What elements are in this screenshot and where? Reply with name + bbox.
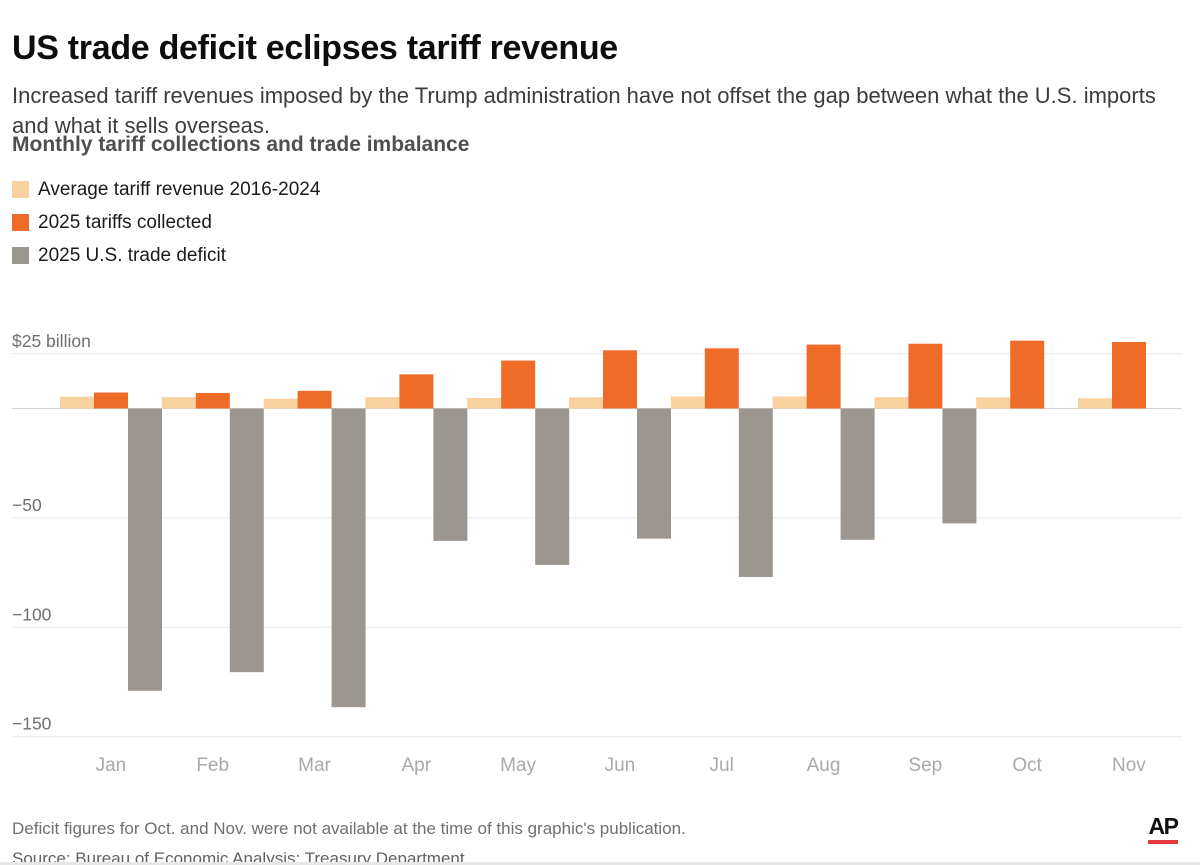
chart-subtitle: Increased tariff revenues imposed by the… xyxy=(12,83,1156,138)
bar-tariffs_collected_2025-jan xyxy=(94,392,128,409)
source-attribution: Source: Bureau of Economic Analysis; Tre… xyxy=(12,849,465,865)
ap-logo: AP xyxy=(1146,814,1180,844)
bar-average_tariff_revenue_2016_2024-oct xyxy=(976,397,1011,409)
bar-average_tariff_revenue_2016_2024-jan xyxy=(60,396,94,409)
bar-tariffs_collected_2025-jun xyxy=(603,350,637,409)
chart-title: US trade deficit eclipses tariff revenue xyxy=(12,28,618,67)
legend-item-2025-trade-deficit: 2025 U.S. trade deficit xyxy=(12,244,320,266)
bar-average_tariff_revenue_2016_2024-feb xyxy=(161,397,196,409)
x-axis-label: Jun xyxy=(605,755,636,776)
bar-average_tariff_revenue_2016_2024-nov xyxy=(1078,398,1112,409)
legend-item-2025-tariffs-collected: 2025 tariffs collected xyxy=(12,211,320,233)
chart-legend: Average tariff revenue 2016-2024 2025 ta… xyxy=(12,178,321,280)
bar-tariffs_collected_2025-nov xyxy=(1112,341,1146,409)
bar-average_tariff_revenue_2016_2024-apr xyxy=(365,397,400,409)
x-axis-label: Mar xyxy=(298,755,331,776)
bar-trade_deficit_2025-aug xyxy=(840,408,875,540)
y-axis-label: −100 xyxy=(12,604,52,624)
x-axis-label: Jul xyxy=(710,755,734,776)
bar-tariffs_collected_2025-sep xyxy=(908,343,943,409)
legend-item-average-tariff-revenue: Average tariff revenue 2016-2024 xyxy=(12,178,321,200)
bar-trade_deficit_2025-apr xyxy=(433,408,468,541)
x-axis-label: May xyxy=(500,755,536,776)
x-axis-label: Oct xyxy=(1012,755,1042,776)
bar-chart: $25 billion −50 −100 −150 Jan Feb Mar Apr May Jun… xyxy=(12,331,1182,776)
bar-trade_deficit_2025-may xyxy=(535,408,570,565)
legend-swatch-average-tariff-revenue xyxy=(12,181,29,198)
chart-footnote: Deficit figures for Oct. and Nov. were n… xyxy=(12,819,686,838)
bar-tariffs_collected_2025-feb xyxy=(195,392,230,409)
bar-average_tariff_revenue_2016_2024-jun xyxy=(569,397,603,409)
legend-swatch-2025-tariffs-collected xyxy=(12,214,29,231)
x-axis-label: Nov xyxy=(1112,755,1146,776)
bar-average_tariff_revenue_2016_2024-jul xyxy=(670,396,705,409)
x-axis-label: Jan xyxy=(96,755,127,776)
chart-section-heading: Monthly tariff collections and trade imb… xyxy=(12,133,470,156)
y-axis-label: −50 xyxy=(12,495,42,515)
bar-average_tariff_revenue_2016_2024-mar xyxy=(263,398,298,409)
legend-label: 2025 U.S. trade deficit xyxy=(38,244,226,266)
bar-average_tariff_revenue_2016_2024-sep xyxy=(874,397,909,409)
bar-tariffs_collected_2025-jul xyxy=(704,348,739,409)
y-axis-label: $25 billion xyxy=(12,331,91,351)
bar-tariffs_collected_2025-mar xyxy=(297,390,332,409)
legend-label: Average tariff revenue 2016-2024 xyxy=(38,178,321,200)
bar-trade_deficit_2025-feb xyxy=(229,408,264,673)
bar-trade_deficit_2025-jan xyxy=(128,408,162,691)
y-axis-label: −150 xyxy=(12,714,52,734)
bar-trade_deficit_2025-jun xyxy=(637,408,671,539)
ap-logo-text: AP xyxy=(1148,813,1179,839)
bar-trade_deficit_2025-jul xyxy=(738,408,773,577)
legend-swatch-2025-trade-deficit xyxy=(12,247,29,264)
bar-trade_deficit_2025-mar xyxy=(331,408,366,708)
bar-trade_deficit_2025-sep xyxy=(942,408,977,524)
bar-tariffs_collected_2025-aug xyxy=(806,344,841,409)
bar-tariffs_collected_2025-apr xyxy=(399,374,434,409)
ap-logo-underline xyxy=(1148,840,1178,844)
bar-average_tariff_revenue_2016_2024-aug xyxy=(772,396,807,409)
x-axis-label: Apr xyxy=(402,755,432,776)
bar-average_tariff_revenue_2016_2024-may xyxy=(467,397,502,409)
bottom-divider xyxy=(0,862,1200,865)
bar-tariffs_collected_2025-may xyxy=(501,360,536,409)
legend-label: 2025 tariffs collected xyxy=(38,211,212,233)
x-axis-label: Feb xyxy=(196,755,229,776)
bar-tariffs_collected_2025-oct xyxy=(1010,340,1045,409)
x-axis-label: Aug xyxy=(807,755,841,776)
x-axis-label: Sep xyxy=(908,755,942,776)
